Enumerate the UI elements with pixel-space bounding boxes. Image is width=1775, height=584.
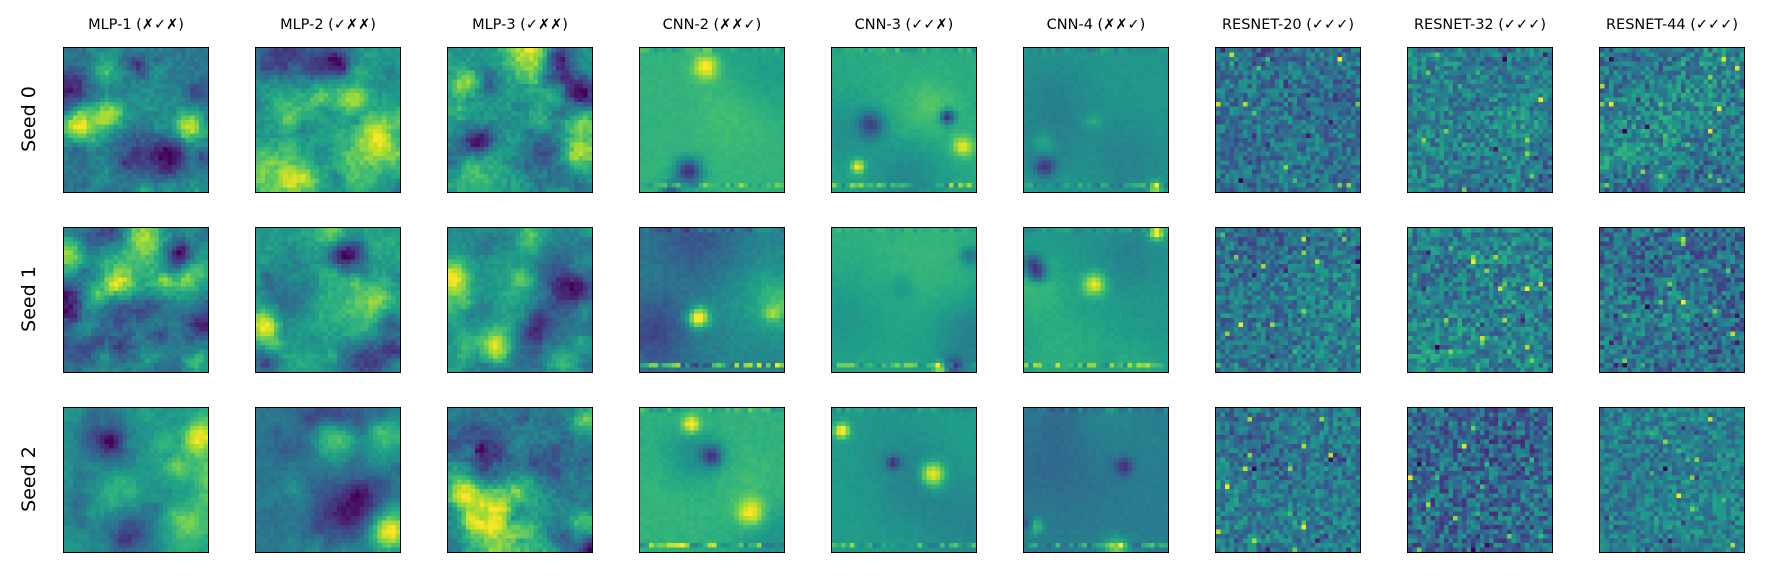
saliency-map-panel <box>1215 407 1361 553</box>
saliency-map-image <box>832 408 976 552</box>
saliency-map-image <box>1024 228 1168 372</box>
saliency-map-panel <box>1407 47 1553 193</box>
saliency-map-panel <box>831 227 977 373</box>
saliency-map-image <box>1408 408 1552 552</box>
saliency-map-panel <box>255 407 401 553</box>
saliency-map-panel <box>1023 47 1169 193</box>
column-title: MLP-1 (✗✓✗) <box>88 17 184 33</box>
saliency-map-image <box>448 408 592 552</box>
saliency-map-panel <box>255 47 401 193</box>
saliency-map-image <box>256 228 400 372</box>
saliency-map-panel <box>63 227 209 373</box>
saliency-map-image <box>1408 228 1552 372</box>
saliency-map-image <box>640 48 784 192</box>
saliency-map-image <box>1600 228 1744 372</box>
saliency-map-panel <box>63 407 209 553</box>
saliency-map-panel <box>1023 227 1169 373</box>
saliency-map-panel <box>447 47 593 193</box>
saliency-map-image <box>1408 48 1552 192</box>
saliency-map-panel <box>63 47 209 193</box>
saliency-map-image <box>256 408 400 552</box>
saliency-map-panel <box>1215 227 1361 373</box>
saliency-map-panel <box>639 47 785 193</box>
saliency-map-image <box>64 228 208 372</box>
saliency-map-image <box>1216 228 1360 372</box>
saliency-map-panel <box>1599 227 1745 373</box>
column-title: CNN-3 (✓✓✗) <box>854 17 954 33</box>
saliency-map-image <box>1600 408 1744 552</box>
saliency-map-image <box>1216 48 1360 192</box>
saliency-map-image <box>64 48 208 192</box>
column-title: RESNET-32 (✓✓✓) <box>1413 17 1547 33</box>
column-title: CNN-2 (✗✗✓) <box>662 17 762 33</box>
saliency-map-panel <box>639 227 785 373</box>
saliency-map-panel <box>447 407 593 553</box>
column-title: RESNET-44 (✓✓✓) <box>1605 17 1739 33</box>
saliency-map-panel <box>1215 47 1361 193</box>
saliency-map-image <box>1216 408 1360 552</box>
saliency-map-panel <box>639 407 785 553</box>
saliency-map-image <box>832 228 976 372</box>
row-label: Seed 1 <box>18 266 40 332</box>
saliency-map-image <box>832 48 976 192</box>
saliency-map-image <box>1024 48 1168 192</box>
column-title: RESNET-20 (✓✓✓) <box>1221 17 1355 33</box>
saliency-map-image <box>1024 408 1168 552</box>
saliency-map-image <box>640 408 784 552</box>
saliency-map-image <box>448 228 592 372</box>
saliency-map-image <box>1600 48 1744 192</box>
saliency-map-panel <box>1599 47 1745 193</box>
row-label: Seed 2 <box>18 446 40 512</box>
saliency-map-image <box>256 48 400 192</box>
saliency-map-panel <box>1407 407 1553 553</box>
saliency-map-panel <box>447 227 593 373</box>
saliency-map-panel <box>831 47 977 193</box>
saliency-map-image <box>64 408 208 552</box>
saliency-map-panel <box>255 227 401 373</box>
column-title: CNN-4 (✗✗✓) <box>1046 17 1146 33</box>
saliency-map-panel <box>831 407 977 553</box>
saliency-map-panel <box>1023 407 1169 553</box>
saliency-map-image <box>640 228 784 372</box>
column-title: MLP-3 (✓✗✗) <box>472 17 568 33</box>
row-label: Seed 0 <box>18 86 40 152</box>
saliency-map-panel <box>1599 407 1745 553</box>
saliency-map-image <box>448 48 592 192</box>
saliency-map-panel <box>1407 227 1553 373</box>
column-title: MLP-2 (✓✗✗) <box>280 17 376 33</box>
